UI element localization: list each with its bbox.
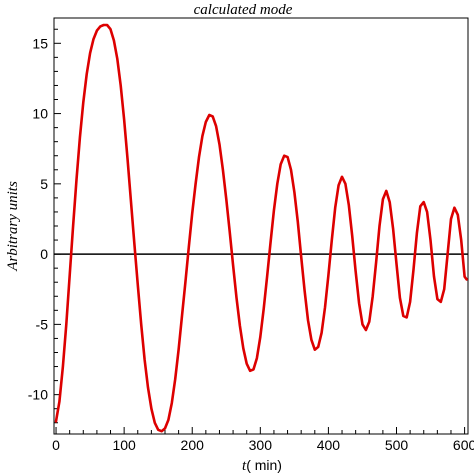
- y-tick-label: 10: [32, 106, 48, 122]
- series-line: [54, 23, 468, 433]
- y-tick-label: 15: [32, 35, 48, 51]
- x-tick-label: 0: [52, 437, 60, 453]
- y-tick-label: -5: [36, 316, 49, 332]
- y-axis-ticks: -10 -5 0 5 10 15: [28, 28, 61, 424]
- y-tick-label: 0: [40, 246, 48, 262]
- x-tick-label: 100: [112, 437, 136, 453]
- series-layer: [54, 23, 468, 433]
- x-tick-label: 600: [453, 437, 474, 453]
- x-tick-label: 200: [181, 437, 205, 453]
- y-tick-label: -10: [28, 387, 48, 403]
- plot-frame: [53, 17, 469, 435]
- chart-title: calculated mode: [194, 2, 293, 18]
- x-tick-label: 500: [385, 437, 409, 453]
- y-tick-label: 5: [40, 176, 48, 192]
- x-axis-ticks: 0 100 200 300 400 500 600: [52, 427, 474, 453]
- x-axis-label-unit: ( min): [246, 457, 282, 473]
- x-axis-label-variable: t: [242, 458, 247, 474]
- y-axis-label: Arbitrary units: [5, 181, 21, 272]
- x-tick-label: 400: [317, 437, 341, 453]
- x-axis-label: t( min): [242, 457, 282, 474]
- x-tick-label: 300: [249, 437, 273, 453]
